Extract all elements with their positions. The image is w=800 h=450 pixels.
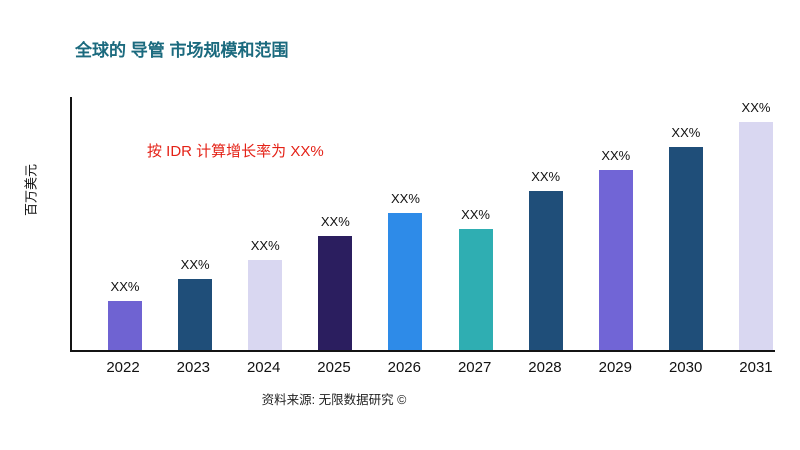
bar: [248, 260, 283, 350]
bar: [458, 229, 493, 350]
bar: [738, 122, 773, 350]
bar-group-2029: XX%: [598, 148, 633, 350]
bar-value-label: XX%: [601, 148, 631, 163]
bar: [388, 213, 423, 350]
bar-group-2027: XX%: [458, 207, 493, 350]
bar-value-label: XX%: [461, 207, 490, 222]
x-tick-label-2028: 2028: [528, 359, 562, 376]
x-tick-label-2029: 2029: [598, 359, 632, 376]
x-axis-tick-labels: 2022 2023 2024 2025 2026 2027 2028 2029 2030 2031: [70, 359, 775, 376]
bar-series: XX% XX% XX% XX% XX% XX% XX% XX% XX% XX%: [72, 97, 775, 350]
bar-group-2025: XX%: [318, 214, 353, 350]
source-note: 资料来源: 无限数据研究 ©: [261, 393, 407, 407]
bar: [598, 170, 633, 350]
y-axis-label: 百万美元: [23, 163, 39, 217]
bar-group-2028: XX%: [528, 169, 563, 350]
bar-group-2023: XX%: [178, 257, 213, 350]
x-tick-label-2027: 2027: [457, 359, 492, 376]
bar-group-2026: XX%: [388, 191, 423, 350]
x-tick-label-2030: 2030: [668, 359, 703, 376]
x-tick-label-2025: 2025: [317, 359, 351, 376]
x-tick-label-2023: 2023: [176, 359, 211, 376]
bar-value-label: XX%: [180, 257, 210, 272]
bar-value-label: XX%: [671, 125, 701, 140]
x-tick-label-2031: 2031: [739, 359, 773, 376]
bar-group-2024: XX%: [248, 238, 283, 350]
bar-value-label: XX%: [741, 100, 771, 115]
bar-value-label: XX%: [531, 169, 561, 184]
growth-rate-annotation: 按 IDR 计算增长率为 XX%: [147, 143, 324, 160]
bar: [108, 301, 142, 350]
x-tick-label-2022: 2022: [106, 359, 140, 376]
bar: [178, 279, 213, 350]
bar-value-label: XX%: [250, 238, 280, 253]
chart-title: 全球的 导管 市场规模和范围: [75, 41, 289, 60]
x-tick-label-2024: 2024: [246, 359, 281, 376]
x-tick-label-2026: 2026: [387, 359, 421, 376]
bar: [528, 191, 563, 350]
bar-value-label: XX%: [320, 214, 350, 229]
bar-group-2030: XX%: [668, 125, 703, 350]
bar-value-label: XX%: [110, 279, 140, 294]
bar-value-label: XX%: [390, 191, 420, 206]
bar: [318, 236, 353, 350]
bar-group-2031: XX%: [738, 100, 773, 350]
plot-area: 按 IDR 计算增长率为 XX% XX% XX% XX% XX% XX% XX% XX% XX…: [70, 97, 775, 352]
bar: [668, 147, 703, 350]
bar-group-2022: XX%: [108, 279, 142, 350]
